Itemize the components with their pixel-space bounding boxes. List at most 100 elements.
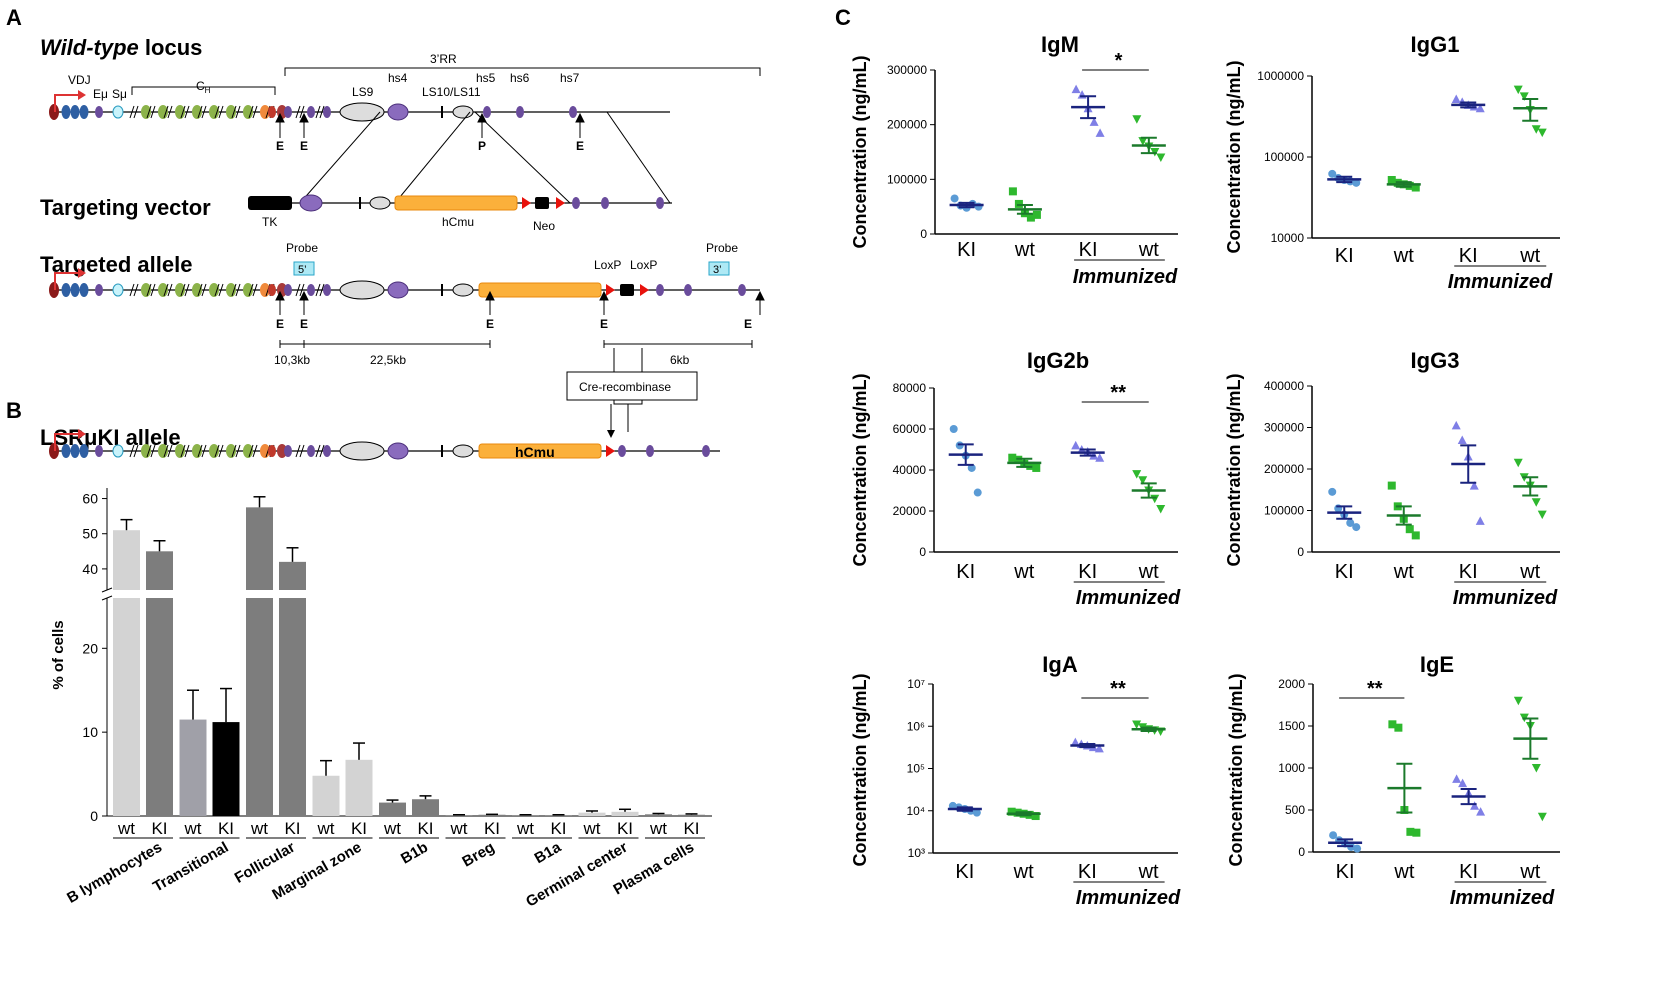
label-e5: E (300, 317, 308, 331)
gene-break-mark (163, 105, 169, 119)
lsr-ls11 (452, 444, 474, 458)
hs-element (323, 106, 331, 118)
label-e6: E (486, 317, 494, 331)
gene-break-mark (295, 444, 301, 458)
lsr-promoter-arrow-icon (54, 433, 78, 451)
y-tick-label: 10⁷ (907, 677, 925, 691)
data-point (1328, 169, 1337, 178)
panel-label-b: B (6, 398, 22, 423)
category-label: wt (1393, 245, 1414, 267)
data-point (1531, 498, 1541, 507)
bar (312, 775, 340, 816)
data-point (1475, 103, 1485, 113)
ch-gene (243, 283, 253, 297)
significance-marker: * (1115, 50, 1123, 72)
bar-label: KI (417, 819, 433, 838)
tk-box (248, 196, 292, 210)
gene-break-mark (218, 283, 224, 297)
bar-label: wt (117, 819, 135, 838)
label-e8: E (744, 317, 752, 331)
fragment-brackets (279, 340, 753, 348)
probe-5-box (293, 261, 315, 276)
y-axis-label: % of cells (50, 620, 67, 689)
data-point (1014, 455, 1023, 464)
bar-label: KI (617, 819, 633, 838)
data-point (1475, 516, 1485, 525)
scatter-plot-igm: 0 100000 200000 300000 IgM Concentration (ng/… (850, 32, 1178, 288)
category-label: KI (955, 861, 974, 883)
bar (212, 722, 240, 816)
data-point (1476, 807, 1486, 816)
label-lsr-hcmu: hCmu (515, 444, 555, 460)
immunized-label: Immunized (1076, 887, 1181, 909)
data-point (967, 463, 976, 472)
category-label: KI (957, 239, 976, 261)
data-point (1519, 92, 1529, 101)
gene-break-mark (129, 105, 135, 119)
label-vdj: VDJ (68, 73, 91, 87)
label-3rr: 3’RR (430, 52, 457, 66)
y-tick-label: 100000 (1264, 150, 1304, 164)
gene-break-mark (315, 444, 321, 458)
gene-break-mark (295, 105, 301, 119)
targeted-restriction-arrows (275, 290, 765, 315)
gene-break-mark (214, 105, 220, 119)
gene-break-mark (235, 444, 241, 458)
data-point (1071, 440, 1081, 450)
gene-break-mark (133, 444, 139, 458)
gene-break-mark (248, 283, 254, 297)
lsr-hs4 (387, 442, 409, 460)
smu-element (112, 444, 124, 458)
y-tick-label: 300000 (887, 63, 927, 77)
significance-marker: ** (1110, 382, 1126, 404)
ch-gene (268, 445, 276, 457)
data-point (1531, 764, 1541, 773)
data-point (1451, 94, 1461, 104)
gene-break-mark (218, 444, 224, 458)
y-tick-label: 1000000 (1257, 69, 1304, 83)
emu-element (95, 106, 103, 118)
data-point (955, 441, 964, 450)
gene-break-mark (299, 105, 305, 119)
ch-gene (226, 444, 236, 458)
data-point (1537, 128, 1547, 138)
lsr-loxp-icon (606, 445, 615, 457)
label-hs4: hs4 (388, 71, 408, 85)
y-tick-label: 100000 (1264, 504, 1304, 518)
category-label: KI (1078, 861, 1097, 883)
hs-element (307, 284, 315, 296)
y-tick-label: 40 (82, 561, 98, 577)
ch-gene (175, 105, 185, 119)
data-point (1032, 463, 1041, 472)
ch-gene (192, 444, 202, 458)
gene-break-mark (214, 444, 220, 458)
label-10-3kb: 10,3kb (274, 353, 310, 367)
smu-element (112, 105, 124, 119)
gene-break-mark (231, 283, 237, 297)
y-tick-label: 0 (920, 227, 927, 241)
ch-gene (158, 105, 168, 119)
bar-label: wt (583, 819, 601, 838)
ch-gene (141, 105, 151, 119)
bar (279, 561, 306, 590)
data-point (1513, 696, 1523, 706)
gene-break-mark (201, 283, 207, 297)
y-axis-label: Concentration (ng/mL) (1226, 674, 1246, 867)
ls9-element (339, 102, 385, 122)
bar-label: KI (351, 819, 367, 838)
bar (113, 598, 140, 816)
data-point (1094, 743, 1104, 753)
category-label: wt (1138, 861, 1159, 883)
scatter-plot-ige: 0 500 1000 1500 2000 IgE Concentration (ng/mL)… (1226, 652, 1560, 909)
y-axis-label: Concentration (ng/mL) (850, 374, 870, 567)
label-e3: E (576, 139, 584, 153)
label-probe-5: Probe (286, 241, 318, 255)
targeting-vector-title: Targeting vector (40, 195, 211, 220)
category-label: wt (1138, 239, 1159, 261)
bar (345, 759, 373, 816)
label-p: P (478, 139, 486, 153)
data-point (1026, 461, 1035, 470)
gene-break-mark (163, 444, 169, 458)
data-point (1132, 720, 1142, 730)
promoter-arrowhead-icon (78, 90, 86, 100)
